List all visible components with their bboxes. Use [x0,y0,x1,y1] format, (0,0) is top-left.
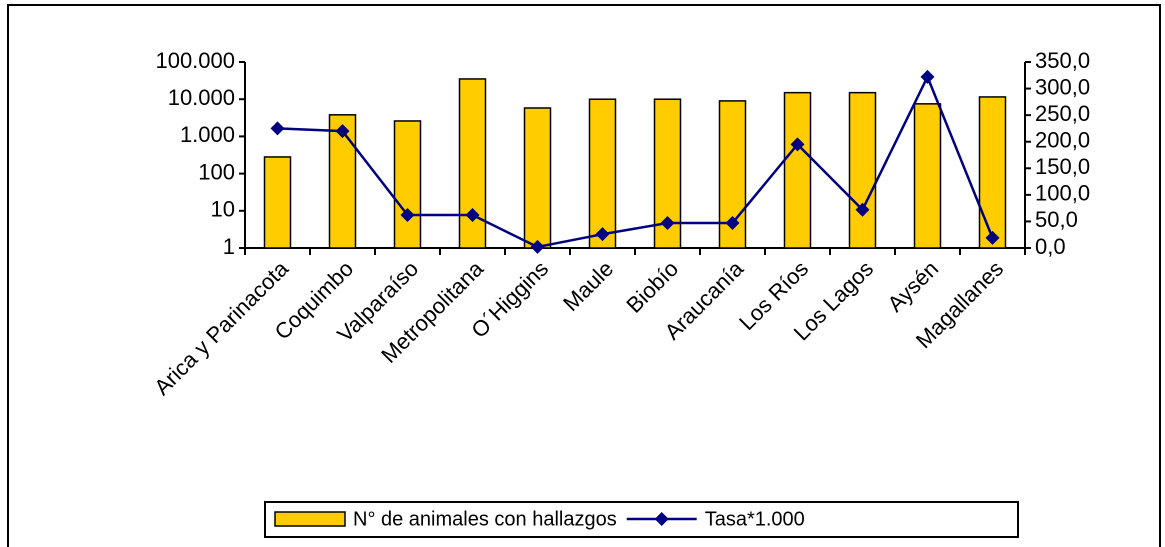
y-tick-label: 100 [198,159,235,184]
marker [985,230,1000,245]
y-tick-label: 10.000 [168,85,235,110]
legend-label: N° de animales con hallazgos [353,508,617,530]
bar [523,107,552,249]
bar [393,120,422,249]
marker [725,216,740,231]
y2-tick-label: 150,0 [1035,154,1090,179]
bar [783,91,812,249]
y2-tick-label: 350,0 [1035,48,1090,73]
marker [595,227,610,242]
bar [263,156,292,249]
marker [920,69,935,84]
bar [913,103,942,249]
legend-swatch [274,511,346,527]
marker [530,239,545,254]
legend-label: Tasa*1.000 [705,508,805,530]
marker [855,202,870,217]
bar [588,98,617,249]
marker [790,137,805,152]
y-tick-label: 1.000 [180,122,235,147]
y2-tick-label: 0,0 [1035,234,1066,259]
marker [335,124,350,139]
x-tick-label: Biobío [621,256,683,318]
bar [978,96,1007,249]
legend: N° de animales con hallazgos Tasa*1.000 [264,501,1019,538]
x-tick-label: Aysén [883,256,944,317]
y2-tick-label: 300,0 [1035,74,1090,99]
bar [848,91,877,249]
y2-tick-label: 100,0 [1035,181,1090,206]
marker [400,208,415,223]
marker [660,216,675,231]
marker [270,121,285,136]
y-tick-label: 1 [223,234,235,259]
chart-frame [7,4,1161,547]
y-tick-label: 10 [211,197,235,222]
y2-tick-label: 250,0 [1035,101,1090,126]
y-tick-label: 100.000 [155,48,235,73]
bar [458,78,487,249]
y2-tick-label: 50,0 [1035,207,1078,232]
legend-marker [654,512,669,526]
marker [465,208,480,223]
line [277,73,994,249]
x-tick-label: Maule [558,256,618,316]
y2-tick-label: 200,0 [1035,128,1090,153]
